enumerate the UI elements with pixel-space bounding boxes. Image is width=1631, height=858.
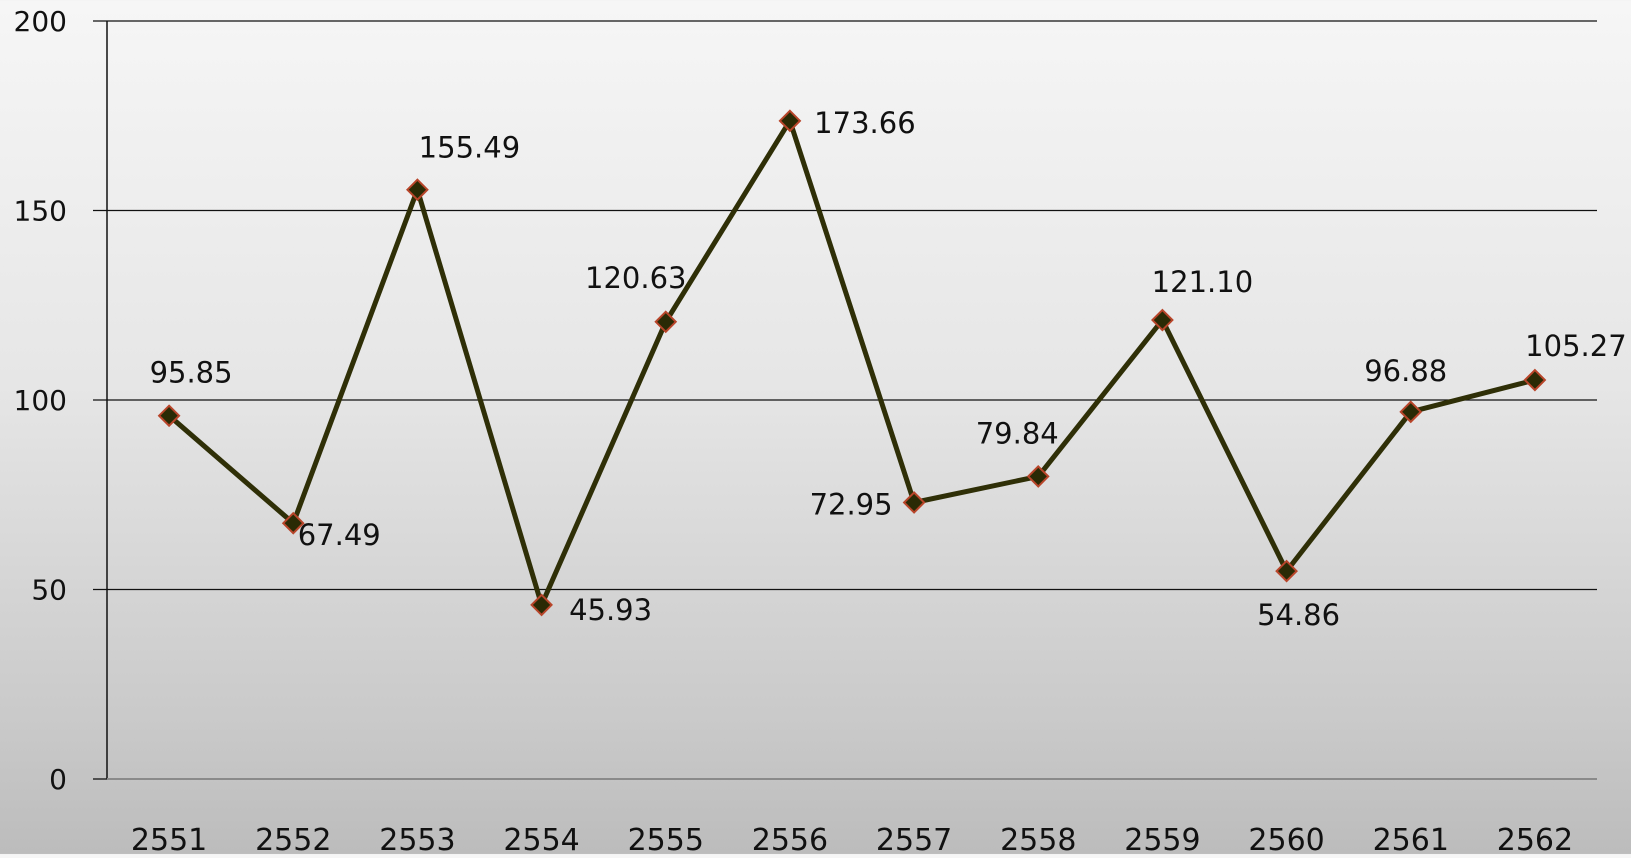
data-label: 120.63: [585, 261, 686, 295]
data-point-2555: [654, 310, 678, 334]
series-area: [157, 109, 1547, 617]
x-tick-label: 2560: [1248, 823, 1324, 854]
data-label: 105.27: [1525, 329, 1626, 363]
data-point-2561: [1399, 400, 1423, 424]
data-point-2557: [902, 491, 926, 514]
data-labels: 95.85 67.49 155.49 45.93 120.63 173.66 72.95 79…: [150, 106, 1627, 632]
x-tick-label: 2558: [1000, 823, 1076, 854]
data-label: 173.66: [814, 106, 915, 140]
x-tick-label: 2559: [1124, 823, 1200, 854]
x-tick-label: 2551: [131, 823, 207, 854]
x-tick-label: 2557: [876, 823, 952, 854]
data-label: 96.88: [1364, 354, 1447, 388]
data-label: 45.93: [569, 593, 652, 627]
data-point-2559: [1151, 308, 1174, 332]
data-label: 155.49: [419, 131, 520, 165]
data-label: 67.49: [298, 518, 381, 552]
x-tick-label: 2562: [1497, 823, 1573, 854]
x-tick-label: 2556: [752, 823, 828, 854]
data-point-2554: [530, 593, 553, 617]
x-tick-label: 2554: [503, 823, 579, 854]
data-point-2560: [1275, 559, 1298, 583]
y-tick-label: 50: [31, 574, 67, 607]
x-tick-label: 2555: [628, 823, 704, 854]
y-tick-label: 200: [14, 5, 67, 38]
series-line: [167, 118, 1536, 608]
data-label: 54.86: [1257, 598, 1340, 632]
gridlines: [93, 20, 1597, 780]
data-point-2562: [1523, 368, 1547, 392]
x-tick-label: 2552: [255, 823, 331, 854]
data-point-2553: [406, 178, 429, 202]
y-tick-label: 0: [49, 763, 67, 796]
y-tick-label: 150: [14, 195, 67, 228]
data-label: 72.95: [810, 488, 893, 522]
x-tick-label: 2553: [379, 823, 455, 854]
data-point-2556: [778, 109, 802, 133]
y-tick-label: 100: [14, 384, 67, 417]
data-label: 121.10: [1152, 265, 1253, 299]
data-point-2551: [157, 404, 181, 428]
data-label: 79.84: [976, 416, 1059, 450]
axes: 0 50 100 150 200 2551 2552 2553 2554 2555 2556 2557…: [14, 5, 1597, 858]
x-tick-label: 2561: [1373, 823, 1449, 854]
data-point-2552: [281, 511, 305, 535]
data-label: 95.85: [150, 356, 233, 390]
data-point-2558: [1026, 464, 1050, 488]
